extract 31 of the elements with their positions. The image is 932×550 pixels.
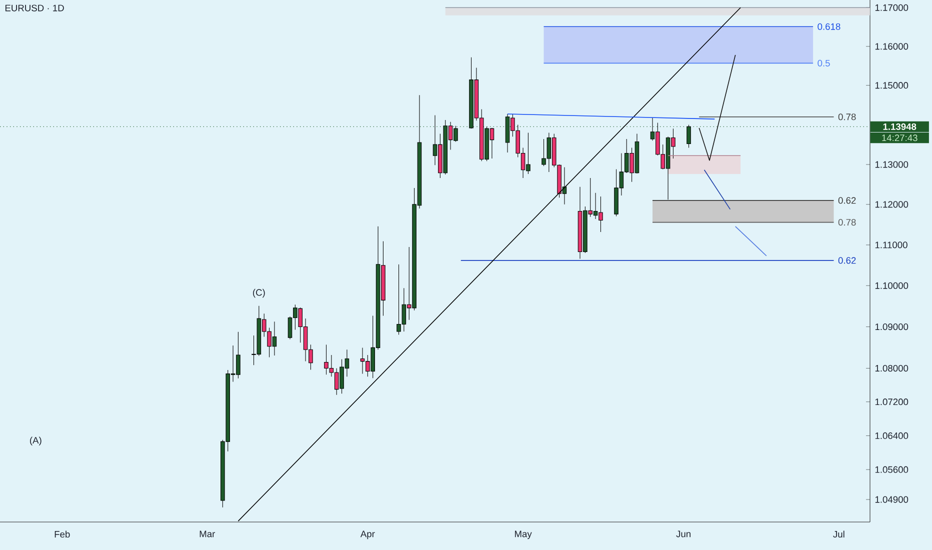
annotation: (C) [253,288,265,298]
y-tick-label: 1.17000 [875,4,908,11]
ref-line-label: 1.13948 [883,123,916,130]
y-tick-label: 1.04900 [875,496,908,503]
candlestick [686,124,691,148]
y-tick-label: 1.08000 [875,364,908,372]
y-tick-label: 1.15000 [875,82,908,89]
x-tick-label: Apr [360,530,375,540]
y-tick-label: 1.05600 [875,466,908,473]
series-label: 0.78 [838,219,856,226]
x-tick-label: May [515,530,532,540]
x-tick-label: Jul [833,530,844,538]
series-label: 0.62 [838,197,856,204]
x-tick-label: Feb [54,530,70,538]
y-tick-label: 1.12000 [875,201,908,208]
x-tick-label: Jun [676,530,690,538]
y-tick-label: 1.09000 [875,324,908,330]
y-tick-label: 1.16000 [875,43,908,50]
annotation: (A) [30,436,42,446]
y-tick-label: 1.07200 [875,398,908,406]
x-tick-label: Mar [200,530,216,538]
series-label: 0.78 [838,114,856,120]
y-tick-label: 1.10000 [875,282,908,289]
series-label: 0.5 [818,60,830,66]
series-label: 0.62 [838,257,856,264]
y-tick-label: 1.06400 [875,432,908,440]
text: 14:27:43 [882,134,918,142]
y-tick-label: 1.13000 [875,161,908,168]
chart-title: EURUSD · 1D [5,4,64,12]
y-tick-label: 1.11000 [875,242,908,248]
series-label: 0.618 [818,23,840,30]
